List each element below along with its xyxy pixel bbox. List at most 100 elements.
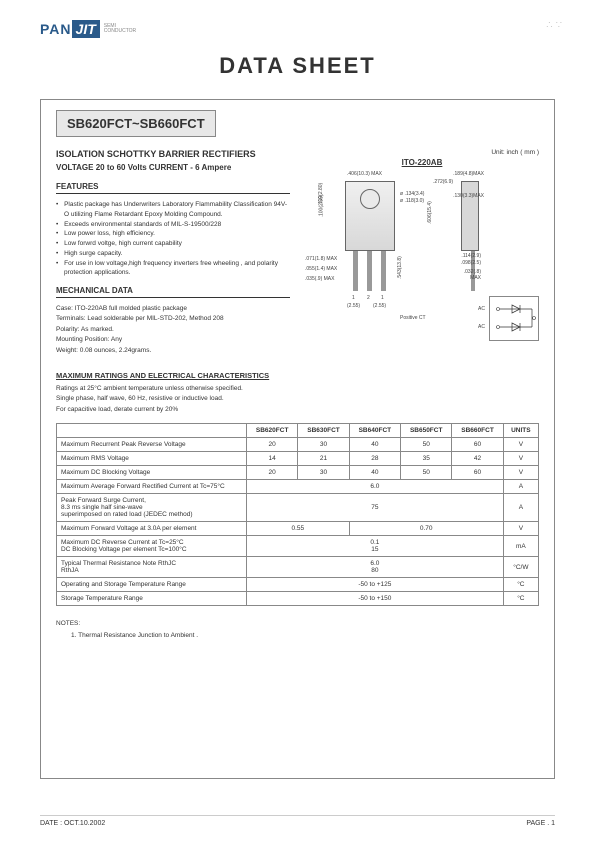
mech-weight: Weight: 0.08 ounces, 2.24grams. [56,346,290,356]
product-title: ISOLATION SCHOTTKY BARRIER RECTIFIERS [56,149,290,159]
page-footer: DATE : OCT.10.2002 PAGE . 1 [40,815,555,827]
row-value: 14 [247,452,298,466]
col-header: SB620FCT [247,424,298,438]
dim: MAX [470,275,481,281]
row-unit: V [503,522,538,536]
row-value: 21 [298,452,349,466]
row-unit: °C/W [503,557,538,578]
dim: .035(.9) MAX [305,276,334,282]
col-header: SB630FCT [298,424,349,438]
main-title: DATA SHEET [40,53,555,79]
notes-section: NOTES: 1. Thermal Resistance Junction to… [56,618,539,641]
row-label: Operating and Storage Temperature Range [57,578,247,592]
ratings-note-line: For capacitive load, derate current by 2… [56,405,539,415]
dim: .606(15.4) [427,201,433,224]
decorative-dots: ∴∵ [546,20,565,31]
table-row: Peak Forward Surge Current, 8.3 ms singl… [57,494,539,522]
pkg-side [461,181,479,251]
dim: .055(1.4) MAX [305,266,337,272]
pin-label: 1 [352,295,355,301]
row-value: 30 [298,438,349,452]
content-frame: SB620FCT~SB660FCT ISOLATION SCHOTTKY BAR… [40,99,555,779]
row-value: 50 [401,466,452,480]
table-row: Maximum RMS Voltage1421283542V [57,452,539,466]
row-value: 30 [298,466,349,480]
col-header: UNITS [503,424,538,438]
notes-title: NOTES: [56,618,539,630]
row-value: 40 [349,466,400,480]
row-value: 0.70 [349,522,503,536]
logo-sub-line2: CONDUCTOR [104,29,136,35]
mech-mounting: Mounting Position: Any [56,335,290,345]
ratings-header: MAXIMUM RATINGS AND ELECTRICAL CHARACTER… [56,371,539,380]
dim: (2.55) [373,303,386,309]
row-label: Maximum Average Forward Rectified Curren… [57,480,247,494]
brand-logo: PANJIT SEMI CONDUCTOR [40,20,555,38]
dim: .071(1.8) MAX [305,256,337,262]
row-value: 28 [349,452,400,466]
pin-label: 1 [381,295,384,301]
row-unit: V [503,452,538,466]
part-number: SB620FCT~SB660FCT [56,110,216,137]
ratings-note-line: Single phase, half wave, 60 Hz, resistiv… [56,394,539,404]
row-unit: °C [503,578,538,592]
pkg-hole [360,189,380,209]
pkg-lead [381,251,386,291]
pkg-lead [353,251,358,291]
features-list: Plastic package has Underwriters Laborat… [56,200,290,278]
dim: .114(2.9) [461,253,481,259]
row-label: Maximum Forward Voltage at 3.0A per elem… [57,522,247,536]
feature-item: Low forwrd voltge, high current capabili… [64,239,290,249]
circuit-label: Positive CT [400,315,426,321]
table-row: Maximum Recurrent Peak Reverse Voltage20… [57,438,539,452]
row-unit: V [503,438,538,452]
circuit-diagram: AC AC [489,296,539,341]
dim: .098(2.5) [461,260,481,266]
dim: .100(2.55) [318,195,324,218]
row-value: 0.1 15 [247,536,504,557]
table-row: Maximum Average Forward Rectified Curren… [57,480,539,494]
ratings-notes: Ratings at 25°C ambient temperature unle… [56,384,539,415]
row-unit: A [503,494,538,522]
ac-label: AC [478,306,485,312]
row-value: 20 [247,466,298,480]
row-label: Maximum Recurrent Peak Reverse Voltage [57,438,247,452]
dim: .543(13.8) [397,256,403,279]
table-header-row: SB620FCT SB630FCT SB640FCT SB650FCT SB66… [57,424,539,438]
dim: .189(4.8)MAX [453,171,484,177]
table-row: Maximum DC Blocking Voltage2030405060V [57,466,539,480]
footer-page: PAGE . 1 [526,820,555,827]
mech-case: Case: ITO-220AB full molded plastic pack… [56,304,290,314]
row-label: Maximum DC Blocking Voltage [57,466,247,480]
row-value: 40 [349,438,400,452]
feature-item: Plastic package has Underwriters Laborat… [64,200,290,220]
package-label: ITO-220AB [305,158,539,167]
dim: (2.55) [347,303,360,309]
mechanical-header: MECHANICAL DATA [56,286,290,298]
row-value: -50 to +125 [247,578,504,592]
row-label: Typical Thermal Resistance Note RthJC Rt… [57,557,247,578]
dim: .272(6.9) [433,179,453,185]
row-value: 6.0 80 [247,557,504,578]
feature-item: Exceeds environmental standards of MIL-S… [64,220,290,230]
row-value: 42 [452,452,503,466]
logo-subtitle: SEMI CONDUCTOR [104,24,136,35]
col-header: SB640FCT [349,424,400,438]
row-value: -50 to +150 [247,592,504,606]
unit-label: Unit: inch ( mm ) [305,149,539,156]
row-value: 20 [247,438,298,452]
row-unit: mA [503,536,538,557]
specifications-table: SB620FCT SB630FCT SB640FCT SB650FCT SB66… [56,423,539,606]
logo-pan: PAN [40,21,72,37]
row-unit: A [503,480,538,494]
col-header: SB650FCT [401,424,452,438]
mech-polarity: Polarity: As marked. [56,325,290,335]
pin-label: 2 [367,295,370,301]
table-row: Operating and Storage Temperature Range-… [57,578,539,592]
row-value: 75 [247,494,504,522]
table-row: Maximum DC Reverse Current at Tc=25°C DC… [57,536,539,557]
table-row: Storage Temperature Range-50 to +150°C [57,592,539,606]
ratings-note-line: Ratings at 25°C ambient temperature unle… [56,384,539,394]
row-value: 60 [452,466,503,480]
table-row: Typical Thermal Resistance Note RthJC Rt… [57,557,539,578]
